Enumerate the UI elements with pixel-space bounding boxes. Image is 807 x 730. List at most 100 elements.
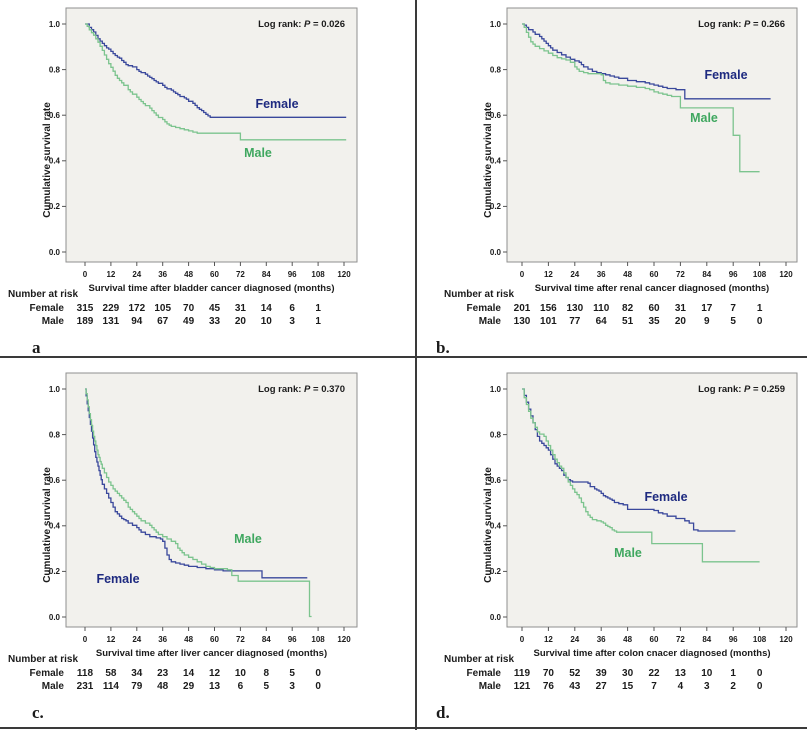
y-tick-label: 0.6 [490,476,502,485]
risk-value: 31 [235,303,247,314]
risk-value: 114 [103,681,120,692]
risk-value: 45 [209,303,221,314]
panel-d-colon: 0.0 0.2 0.4 0.6 0.8 1.0 0 12 24 36 48 60 72 84 96 108 12… [404,365,807,730]
risk-value: 7 [651,681,657,692]
x-tick-label: 72 [676,270,685,279]
risk-row-label-male: Male [42,681,65,692]
log-rank-text: Log rank: P = 0.370 [258,384,345,395]
risk-row-label-female: Female [30,668,65,679]
curve-female [85,23,347,118]
log-rank-text: Log rank: P = 0.266 [698,19,785,30]
y-axis-title: Cumulative survival rate [42,102,53,218]
risk-value: 2 [730,681,736,692]
risk-value: 15 [622,681,634,692]
series-label-male: Male [614,546,642,560]
risk-value: 23 [157,668,169,679]
y-axis-title: Cumulative survival rate [483,467,494,583]
risk-value: 118 [77,668,94,679]
risk-value: 119 [514,668,531,679]
x-tick-label: 24 [132,635,141,644]
x-tick-label: 0 [83,635,88,644]
panel-letter-a: a [32,338,41,357]
x-tick-label: 24 [132,270,141,279]
risk-row-label-male: Male [479,681,502,692]
x-tick-label: 48 [184,270,193,279]
risk-value: 10 [235,668,247,679]
risk-value: 29 [183,681,195,692]
x-tick-label: 48 [623,635,632,644]
series-label-male: Male [690,111,718,125]
curve-male [522,388,760,563]
divider-bottom [0,727,807,729]
risk-value: 82 [622,303,634,314]
risk-value: 1 [315,316,321,327]
x-tick-label: 12 [544,270,553,279]
panel-c-liver: 0.0 0.2 0.4 0.6 0.8 1.0 0 12 24 36 48 60 72 84 96 108 12… [0,365,403,730]
x-tick-label: 60 [650,270,659,279]
risk-value: 229 [103,303,120,314]
x-axis-title: Survival time after liver cancer diagnos… [96,648,327,659]
x-tick-label: 108 [753,635,767,644]
risk-value: 5 [730,316,736,327]
risk-value: 130 [514,316,531,327]
risk-row-label-female: Female [467,303,502,314]
risk-value: 1 [315,303,321,314]
y-tick-label: 0.4 [49,157,61,166]
curve-female [85,388,308,579]
plot-area [65,7,358,263]
x-tick-label: 24 [570,635,579,644]
curve-female [522,23,771,100]
risk-value: 60 [648,303,660,314]
x-tick-label: 12 [106,635,115,644]
risk-value: 130 [566,303,583,314]
log-rank-text: Log rank: P = 0.259 [698,384,785,395]
series-label-female: Female [255,97,298,111]
risk-value: 5 [264,681,270,692]
risk-value: 22 [648,668,660,679]
risk-value: 110 [593,303,610,314]
x-tick-label: 72 [236,635,245,644]
x-tick-label: 120 [779,270,793,279]
panel-b-renal: 0.0 0.2 0.4 0.6 0.8 1.0 0 12 24 36 48 60 72 84 96 108 12… [404,0,807,365]
risk-value: 101 [540,316,557,327]
y-tick-label: 1.0 [490,20,502,29]
risk-value: 17 [701,303,713,314]
risk-value: 27 [596,681,608,692]
risk-value: 172 [128,303,145,314]
risk-value: 231 [77,681,94,692]
risk-value: 0 [757,681,763,692]
y-tick-label: 0.6 [490,111,502,120]
x-tick-label: 96 [288,635,297,644]
y-tick-label: 0.6 [49,111,61,120]
risk-value: 14 [261,303,273,314]
risk-value: 20 [675,316,687,327]
risk-value: 315 [77,303,94,314]
x-tick-label: 72 [676,635,685,644]
plot-area [506,372,798,628]
risk-value: 131 [103,316,120,327]
x-axis-title: Survival time after colon cnacer diagnos… [533,648,770,659]
risk-value: 43 [569,681,581,692]
risk-row-label-female: Female [467,668,502,679]
x-tick-label: 84 [262,635,271,644]
x-tick-label: 108 [753,270,767,279]
x-tick-label: 0 [520,270,525,279]
y-tick-label: 0.8 [49,65,61,74]
y-tick-label: 0.2 [490,202,502,211]
x-tick-label: 96 [729,270,738,279]
series-label-female: Female [704,68,747,82]
risk-value: 94 [131,316,143,327]
y-tick-label: 0.0 [49,613,61,622]
curve-male [85,388,312,618]
y-tick-label: 0.2 [49,567,61,576]
panel-letter-d: d. [436,703,450,722]
y-tick-label: 1.0 [49,20,61,29]
series-label-female: Female [96,572,139,586]
y-tick-label: 0.0 [490,613,502,622]
risk-value: 7 [730,303,736,314]
y-tick-label: 0.4 [490,157,502,166]
x-tick-label: 108 [311,635,325,644]
x-tick-label: 96 [729,635,738,644]
log-rank-text: Log rank: P = 0.026 [258,19,345,30]
risk-value: 12 [209,668,221,679]
